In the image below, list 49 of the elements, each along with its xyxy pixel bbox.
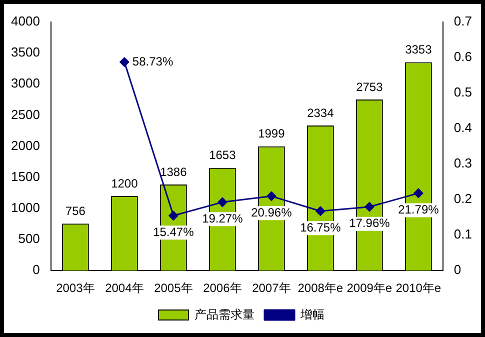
- point: [266, 191, 276, 201]
- data-label: 1999: [258, 126, 286, 141]
- data-label: 2753: [356, 80, 384, 94]
- x-tick-label: 2007年: [252, 281, 291, 296]
- x-tick-label: 2006年: [203, 281, 242, 296]
- x-tick-label: 2008年e: [298, 281, 344, 296]
- legend-label: 增幅: [300, 307, 324, 322]
- y2-tick-label: 0.2: [454, 191, 472, 206]
- data-label: 16.75%: [300, 220, 342, 234]
- data-label: 1200: [111, 176, 138, 190]
- y2-tick-label: 0.7: [454, 14, 472, 29]
- y2-tick-label: 0.5: [454, 84, 472, 100]
- data-label: 21.79%: [398, 202, 440, 217]
- y-tick-label: 0: [32, 262, 40, 278]
- x-tick-label: 2009年e: [346, 281, 392, 296]
- y-tick-label: 4000: [11, 14, 40, 29]
- data-label: 15.47%: [153, 224, 194, 239]
- y-tick-label: 2500: [11, 106, 40, 122]
- point: [218, 197, 228, 207]
- y-tick-label: 3000: [11, 76, 40, 91]
- y-tick-label: 3500: [11, 44, 40, 60]
- data-label: 756: [65, 204, 86, 218]
- y2-tick-label: 0.1: [454, 226, 472, 242]
- data-label: 1386: [160, 164, 188, 179]
- x-tick-label: 2010年e: [396, 281, 442, 296]
- data-label: 17.96%: [349, 216, 390, 230]
- x-tick-label: 2003年: [56, 281, 95, 296]
- y2-tick-label: 0: [454, 262, 462, 278]
- x-tick-label: 2004年: [105, 281, 144, 296]
- y-tick-label: 1500: [11, 168, 40, 184]
- y2-tick-label: 0.4: [454, 120, 472, 136]
- data-label: 19.27%: [202, 211, 244, 226]
- point: [414, 188, 424, 198]
- y2-tick-label: 0.6: [454, 49, 472, 64]
- point: [168, 210, 178, 220]
- point: [120, 57, 130, 67]
- data-label: 2334: [307, 106, 334, 120]
- y2-tick-label: 0.3: [454, 156, 472, 171]
- data-label: 3353: [405, 42, 432, 57]
- y-tick-label: 2000: [11, 138, 40, 153]
- x-tick-label: 2005年: [154, 281, 193, 296]
- data-label: 20.96%: [251, 205, 292, 220]
- y-tick-label: 1000: [11, 200, 40, 216]
- point: [316, 206, 326, 216]
- point: [364, 202, 374, 212]
- legend-label: 产品需求量: [194, 307, 254, 322]
- data-label: 58.73%: [132, 54, 174, 68]
- data-label: 1653: [209, 148, 236, 162]
- y-tick-label: 500: [18, 231, 40, 246]
